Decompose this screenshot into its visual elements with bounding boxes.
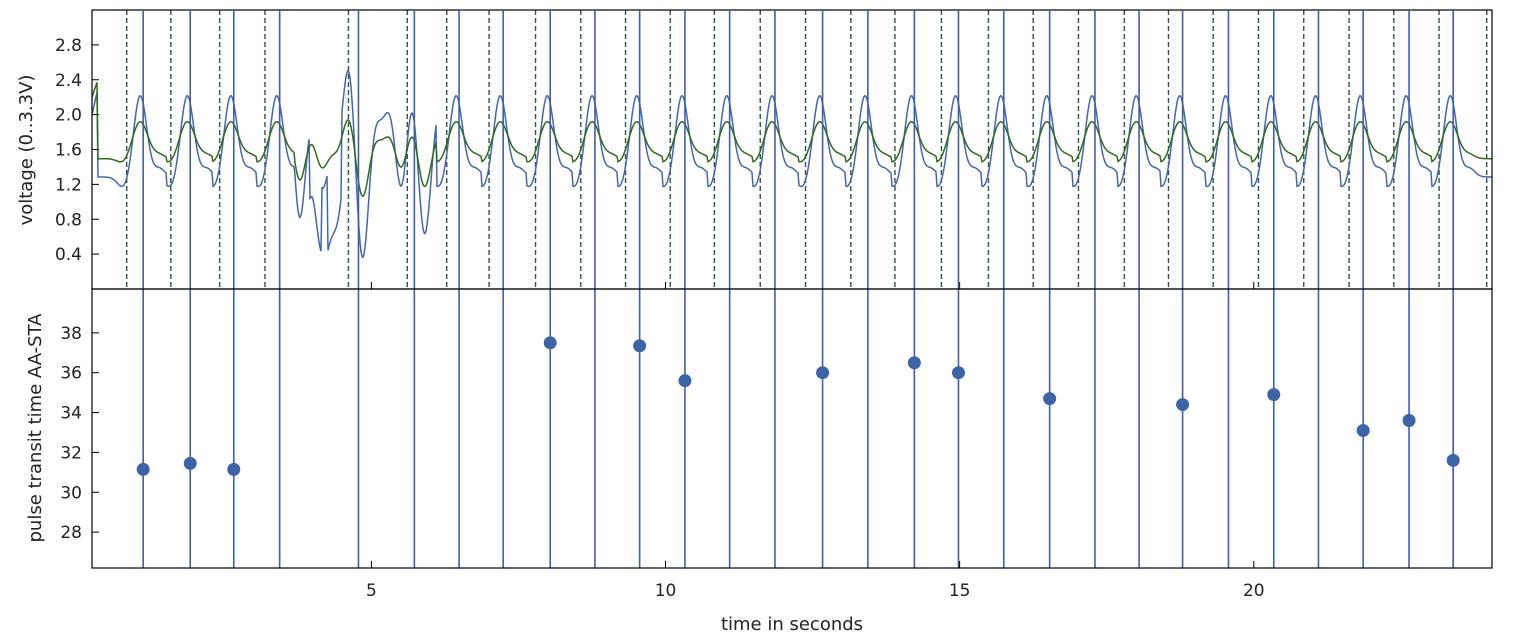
pulse-transit-point — [136, 462, 150, 476]
pulse-transit-point — [1267, 388, 1281, 402]
x-axis-label: time in seconds — [721, 614, 863, 635]
pulse-transit-point — [1356, 423, 1370, 437]
bottom-y-axis-label: pulse transit time AA-STA — [25, 313, 46, 543]
pulse-transit-point — [678, 374, 692, 388]
green-waveform-line — [91, 82, 1492, 198]
bottom-y-tick-label: 34 — [60, 404, 82, 424]
pulse-transit-point — [633, 339, 647, 353]
x-tick-label: 10 — [655, 581, 677, 601]
x-tick-label: 5 — [366, 581, 377, 601]
bottom-panel-frame — [91, 288, 1493, 569]
top-y-tick-label: 0.8 — [55, 210, 82, 230]
top-y-tick-label: 1.2 — [55, 175, 82, 195]
pulse-transit-point — [227, 462, 241, 476]
blue-waveform-line — [91, 69, 1492, 259]
top-y-tick-label: 2.8 — [55, 36, 82, 56]
pulse-transit-panel: 28 30 32 34 36 38 5 10 15 20 — [60, 10, 1493, 601]
pulse-transit-point — [1446, 453, 1460, 467]
pulse-transit-point — [543, 336, 557, 350]
top-y-tick-label: 0.4 — [55, 245, 82, 265]
pulse-transit-point — [1402, 414, 1416, 428]
bottom-y-tick-label: 32 — [60, 443, 82, 463]
x-tick-label: 20 — [1243, 581, 1265, 601]
bottom-y-tick-label: 30 — [60, 483, 82, 503]
top-y-tick-label: 1.6 — [55, 141, 82, 161]
pulse-transit-point — [951, 366, 965, 380]
pulse-transit-point — [183, 456, 197, 470]
pulse-transit-point — [1043, 392, 1057, 406]
bottom-y-tick-label: 28 — [60, 523, 82, 543]
pulse-transit-point — [816, 366, 830, 380]
top-y-tick-label: 2.0 — [55, 106, 82, 126]
bottom-y-tick-label: 38 — [60, 324, 82, 344]
pulse-transit-point — [1176, 398, 1190, 412]
bottom-y-tick-label: 36 — [60, 364, 82, 384]
pulse-transit-point — [907, 356, 921, 370]
x-tick-label: 15 — [949, 581, 971, 601]
top-y-tick-label: 2.4 — [55, 71, 82, 91]
voltage-panel: 0.4 0.8 1.2 1.6 2.0 2.4 2.8 — [55, 9, 1493, 290]
top-y-axis-label: voltage (0..3.3V) — [16, 75, 37, 226]
top-panel-frame — [91, 9, 1493, 290]
